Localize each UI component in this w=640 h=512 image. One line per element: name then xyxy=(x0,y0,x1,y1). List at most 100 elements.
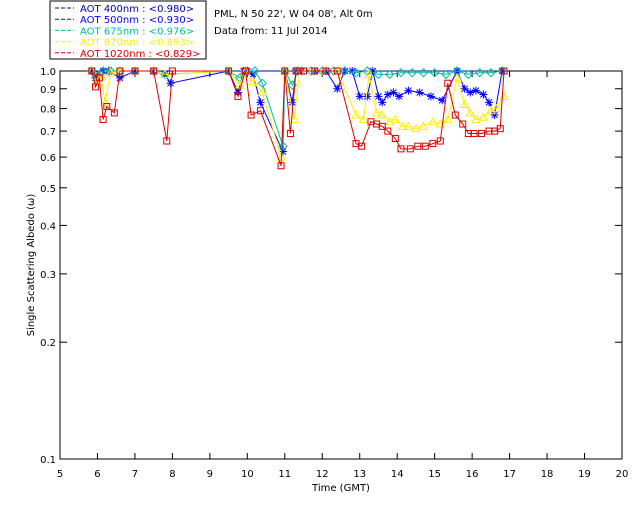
data-point xyxy=(362,66,372,76)
legend-entry: AOT 1020nm : <0.829> xyxy=(80,49,200,60)
x-axis: 5 6 7 8 9 10 11 12 13 14 15 16 17 18 19 20 xyxy=(57,71,629,480)
data-point xyxy=(470,130,478,138)
data-point xyxy=(411,123,421,133)
data-point xyxy=(277,162,285,170)
data-point xyxy=(363,92,372,101)
x-tick-label: 12 xyxy=(316,469,329,480)
data-point xyxy=(491,103,502,113)
data-point xyxy=(395,92,404,101)
x-tick-label: 5 xyxy=(57,469,63,480)
info-location: PML, N 50 22', W 04 08', Alt 0m xyxy=(214,9,373,20)
data-point xyxy=(115,73,124,82)
y-tick-label: 0.1 xyxy=(40,455,56,466)
y-tick-label: 0.3 xyxy=(40,270,56,281)
data-point xyxy=(500,67,508,75)
data-point xyxy=(459,120,467,128)
data-point xyxy=(241,67,249,75)
data-point xyxy=(95,74,103,82)
data-point xyxy=(383,90,392,99)
data-point xyxy=(248,76,258,85)
data-point xyxy=(131,67,139,75)
x-tick-label: 9 xyxy=(207,469,213,480)
legend-box xyxy=(49,0,207,60)
x-tick-label: 20 xyxy=(616,469,629,480)
data-point xyxy=(368,67,377,75)
data-point xyxy=(471,86,480,95)
data-point xyxy=(278,147,287,156)
data-point xyxy=(225,67,233,75)
data-point xyxy=(452,72,463,82)
data-point xyxy=(452,66,462,76)
data-point xyxy=(257,78,268,88)
data-point xyxy=(444,79,452,87)
data-point xyxy=(438,96,447,105)
y-axis: 1.0 0.9 0.8 0.7 0.6 0.5 0.4 0.3 0.2 0.1 xyxy=(40,67,622,466)
series-4 xyxy=(88,67,508,170)
x-tick-label: 15 xyxy=(428,469,441,480)
y-tick-label: 0.7 xyxy=(40,127,56,138)
data-point xyxy=(478,112,489,121)
y-axis-title: Single Scattering Albedo (ω) xyxy=(26,194,37,337)
data-point xyxy=(497,66,507,76)
x-tick-label: 17 xyxy=(503,469,516,480)
data-point xyxy=(288,98,297,107)
data-point xyxy=(471,114,481,123)
data-point xyxy=(247,111,255,119)
data-point xyxy=(103,103,111,111)
data-point xyxy=(460,84,469,93)
data-point xyxy=(250,66,260,76)
data-point xyxy=(418,67,429,78)
data-point xyxy=(100,97,110,106)
data-point xyxy=(355,92,364,101)
data-point xyxy=(418,121,429,130)
data-point xyxy=(498,67,507,75)
data-point xyxy=(429,67,440,78)
data-point xyxy=(384,127,392,135)
legend-entry: AOT 675nm : <0.976> xyxy=(80,26,194,37)
data-point xyxy=(496,125,504,133)
data-point xyxy=(426,92,435,101)
data-point xyxy=(233,88,242,97)
data-point xyxy=(322,67,330,75)
data-point xyxy=(358,142,366,150)
data-point xyxy=(390,114,401,123)
x-tick-label: 18 xyxy=(541,469,554,480)
data-point xyxy=(371,107,382,117)
data-point xyxy=(389,88,398,97)
data-point xyxy=(88,67,96,75)
data-point xyxy=(474,67,485,78)
y-tick-label: 0.9 xyxy=(40,85,56,96)
data-point xyxy=(403,121,414,130)
data-point xyxy=(479,90,488,99)
legend-entry: AOT 870nm : <0.893> xyxy=(80,38,194,49)
data-point xyxy=(427,116,438,126)
y-tick-label: 0.2 xyxy=(40,338,56,349)
data-point xyxy=(377,110,388,119)
data-point xyxy=(414,142,422,150)
y-tick-label: 1.0 xyxy=(40,67,56,78)
data-point xyxy=(351,110,361,119)
data-point xyxy=(256,107,264,115)
data-point xyxy=(378,122,386,130)
data-point xyxy=(256,98,265,107)
data-point xyxy=(486,67,496,78)
data-point xyxy=(397,145,405,153)
data-point xyxy=(364,69,374,78)
data-point xyxy=(490,111,499,120)
data-point xyxy=(397,121,408,130)
y-tick-label: 0.4 xyxy=(40,221,56,232)
data-point xyxy=(459,99,470,108)
x-tick-label: 13 xyxy=(353,469,366,480)
data-point xyxy=(105,67,116,77)
x-tick-label: 8 xyxy=(169,469,175,480)
x-tick-label: 14 xyxy=(391,469,404,480)
x-axis-title: Time (GMT) xyxy=(311,483,370,494)
data-point xyxy=(436,137,444,145)
data-point xyxy=(333,84,342,93)
data-point xyxy=(373,69,384,80)
data-point xyxy=(278,141,288,151)
data-point xyxy=(465,107,476,117)
y-tick-label: 0.8 xyxy=(40,105,56,116)
data-point xyxy=(429,140,437,148)
data-point xyxy=(378,98,387,107)
